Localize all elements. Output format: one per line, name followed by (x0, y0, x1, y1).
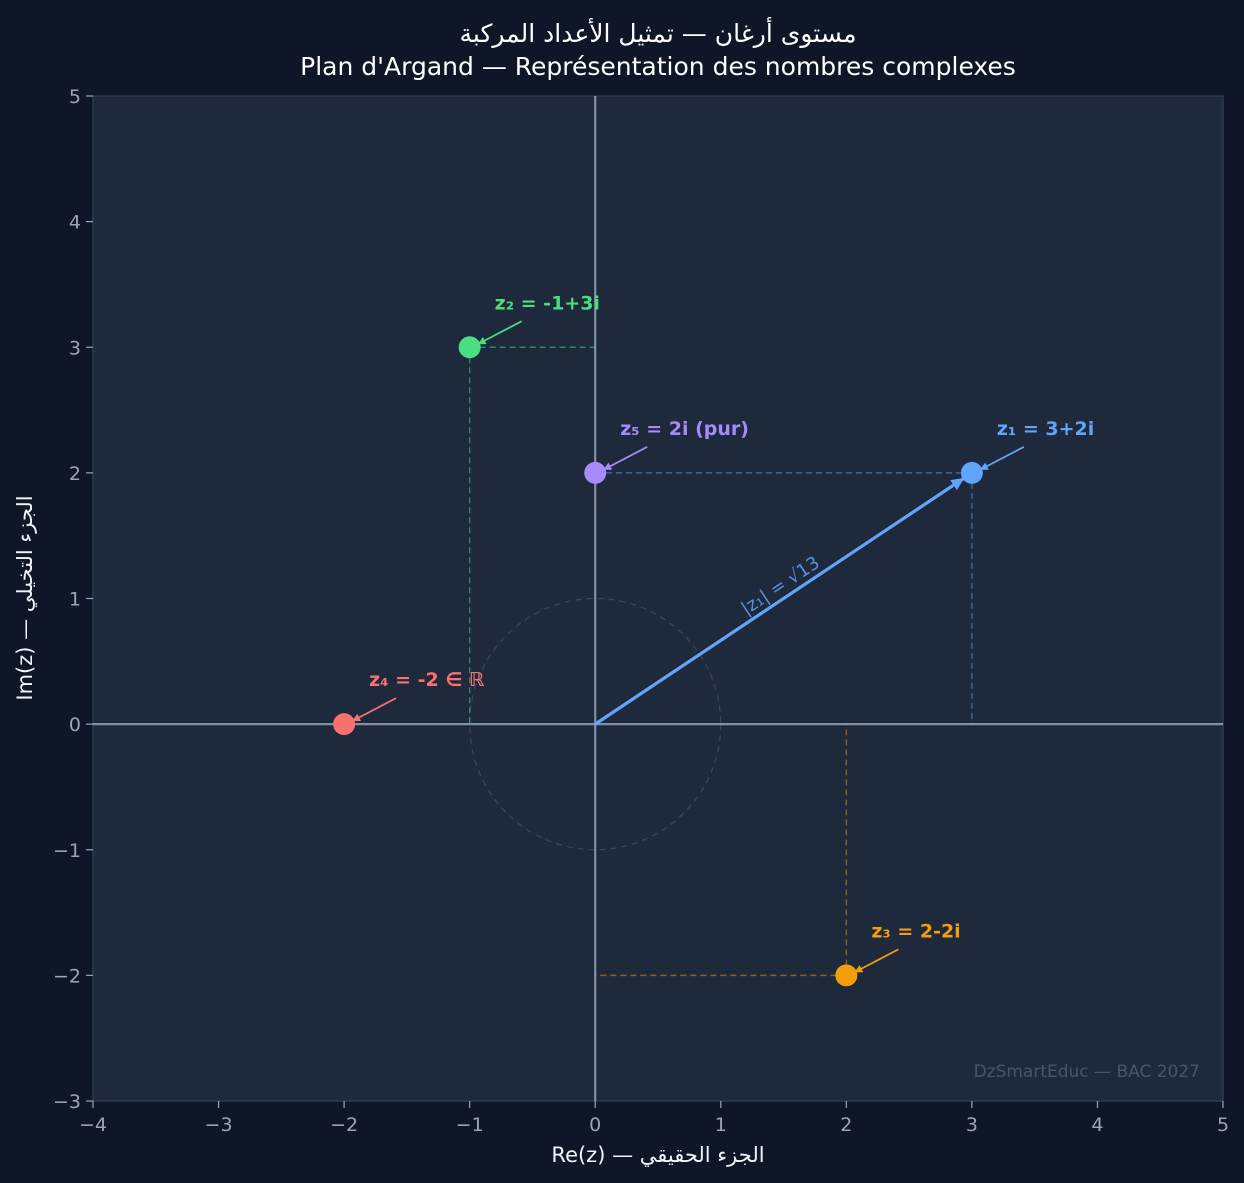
point-z1 (960, 461, 983, 484)
point-label-z4: z₄ = -2 ∈ ℝ (369, 669, 485, 691)
watermark: DzSmartEduc — BAC 2027 (974, 1062, 1200, 1082)
x-tick-label: 3 (966, 1114, 978, 1136)
y-tick-label: 0 (69, 714, 81, 736)
point-z2 (458, 336, 481, 359)
annotation-arrowhead-4 (352, 713, 362, 722)
point-z3 (835, 964, 858, 987)
vector-z1-line (593, 476, 967, 726)
x-tick-label: −3 (205, 1114, 233, 1136)
x-tick-label: −1 (456, 1114, 484, 1136)
y-tick-label: 4 (69, 212, 81, 234)
annotation-arrowhead-5 (603, 462, 613, 470)
y-tick-label: −3 (53, 1091, 81, 1113)
y-tick-label: 1 (69, 589, 81, 611)
axes-layer (93, 96, 1223, 1101)
chart-title: مستوى أرغان — تمثيل الأعداد المركبة (460, 16, 857, 48)
point-label-z5: z₅ = 2i (pur) (620, 418, 749, 440)
annotation-arrow-1 (979, 446, 1025, 471)
vector-z1-arrowhead (950, 477, 965, 491)
point-label-z2: z₂ = -1+3i (495, 292, 600, 314)
annotation-arrowhead-2 (477, 336, 487, 345)
annotation-arrow-5 (602, 446, 648, 471)
x-tick-label: 4 (1091, 1114, 1103, 1136)
x-tick-label: 0 (589, 1114, 601, 1136)
y-tick-label: −1 (53, 840, 81, 862)
plot-area (92, 95, 1224, 1102)
x-tick-label: 1 (715, 1114, 727, 1136)
point-z4 (333, 713, 356, 736)
point-label-z1: z₁ = 3+2i (997, 418, 1094, 440)
y-tick-label: 3 (69, 337, 81, 359)
annotation-arrowhead-3 (854, 965, 864, 973)
y-tick-label: 2 (69, 463, 81, 485)
y-tick-label: −2 (53, 965, 81, 987)
annotation-arrowhead-1 (979, 462, 989, 470)
point-label-z3: z₃ = 2-2i (871, 920, 960, 942)
chart-subtitle: Plan d'Argand — Représentation des nombr… (300, 52, 1016, 81)
annotation-arrow-3 (853, 948, 899, 974)
y-tick-label: 5 (69, 86, 81, 108)
annotation-arrow-2 (477, 320, 523, 346)
point-z5 (584, 461, 607, 484)
x-tick-label: 5 (1217, 1114, 1229, 1136)
x-axis-label: Re(z) — الجزء الحقيقي (551, 1143, 764, 1167)
y-axis-label: Im(z) — الجزء التخيلي (13, 495, 37, 700)
annotation-arrow-4 (351, 697, 397, 722)
x-tick-label: 2 (840, 1114, 852, 1136)
x-tick-label: −2 (330, 1114, 358, 1136)
x-tick-label: −4 (79, 1114, 107, 1136)
points-layer: z₁ = 3+2i z₂ = -1+3i z₃ = 2-2i z₄ = -2 ∈ ℝ z… (333, 292, 1094, 987)
